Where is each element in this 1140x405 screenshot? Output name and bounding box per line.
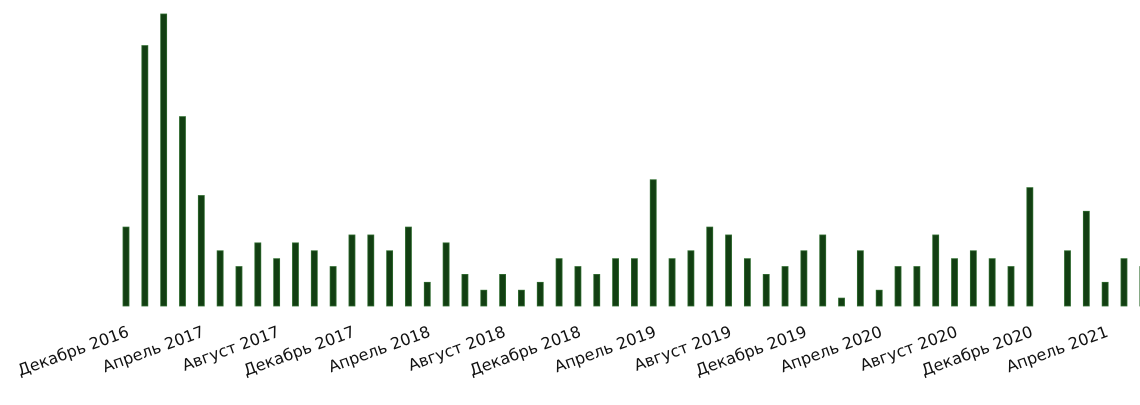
bar xyxy=(687,250,695,307)
bar xyxy=(951,258,958,307)
bar xyxy=(499,274,507,307)
bar xyxy=(536,281,544,307)
bar xyxy=(367,234,375,307)
bar xyxy=(179,116,186,307)
bar xyxy=(875,289,883,307)
bar xyxy=(461,274,469,307)
bar xyxy=(668,258,676,307)
bar xyxy=(725,234,732,307)
bar xyxy=(442,242,450,307)
bar xyxy=(235,266,243,307)
bar xyxy=(574,266,582,307)
bar xyxy=(612,258,619,307)
bar xyxy=(649,179,657,307)
bar xyxy=(160,13,168,307)
bar xyxy=(913,266,921,307)
bar xyxy=(423,281,431,307)
bar xyxy=(800,250,808,307)
bar xyxy=(988,258,996,307)
bar xyxy=(405,226,412,307)
bar xyxy=(329,266,337,307)
bar xyxy=(1064,250,1071,307)
bar xyxy=(743,258,751,307)
bar xyxy=(593,274,601,307)
bar xyxy=(348,234,356,307)
bar xyxy=(122,226,130,307)
bar xyxy=(894,266,902,307)
bar xyxy=(555,258,563,307)
bar xyxy=(819,234,827,307)
bar xyxy=(1007,266,1015,307)
bar xyxy=(197,195,205,307)
bar xyxy=(1026,187,1034,307)
bar xyxy=(292,242,299,307)
bar xyxy=(480,289,488,307)
bar xyxy=(386,250,394,307)
bar xyxy=(781,266,789,307)
bar xyxy=(254,242,262,307)
bar xyxy=(310,250,318,307)
bar xyxy=(932,234,940,307)
bar xyxy=(762,274,770,307)
bar xyxy=(1101,281,1109,307)
bar xyxy=(838,297,845,307)
bar xyxy=(856,250,864,307)
bar xyxy=(518,289,525,307)
bar xyxy=(141,45,149,307)
bar xyxy=(1120,258,1128,307)
bar xyxy=(1082,210,1090,307)
bar xyxy=(969,250,977,307)
bar xyxy=(273,258,281,307)
bar xyxy=(706,226,714,307)
bar xyxy=(631,258,638,307)
bar xyxy=(216,250,224,307)
